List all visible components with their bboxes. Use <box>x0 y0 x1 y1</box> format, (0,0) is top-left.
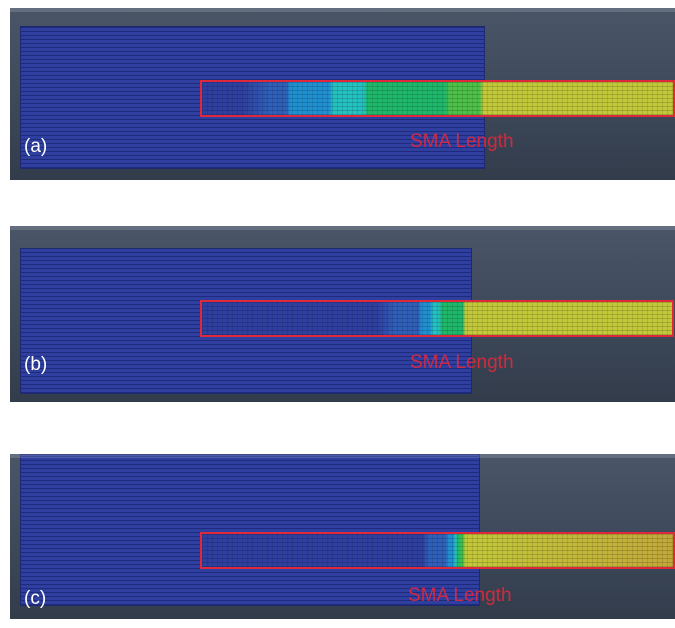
sma-length-label: SMA Length <box>410 131 514 152</box>
sma-length-label: SMA Length <box>410 352 514 373</box>
sma-contour-fill <box>377 302 672 335</box>
simulation-panel-a: (a) SMA Length <box>10 8 675 180</box>
simulation-panel-b: (b) SMA Length <box>10 226 675 402</box>
panel-label: (c) <box>24 588 47 609</box>
simulation-panel-c: (c) SMA Length <box>10 454 675 619</box>
host-plate <box>20 454 480 606</box>
sma-contour-fill <box>243 82 673 115</box>
sma-strip <box>200 80 675 117</box>
sma-contour-fill <box>423 534 673 567</box>
panel-label: (b) <box>24 354 48 375</box>
panel-label: (a) <box>24 136 48 157</box>
sma-strip <box>200 532 675 569</box>
sma-length-label: SMA Length <box>408 585 512 606</box>
sma-strip <box>200 300 674 337</box>
